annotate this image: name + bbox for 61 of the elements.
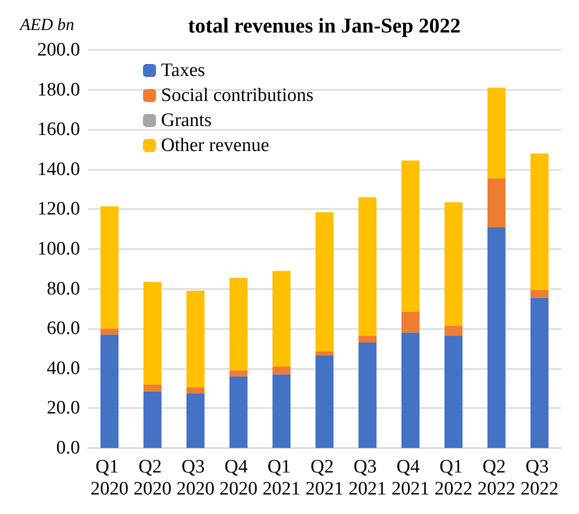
y-tick-label: 200.0 [37, 40, 80, 60]
bar [186, 393, 205, 448]
bar [229, 376, 248, 448]
bar [358, 336, 377, 343]
bar [530, 298, 549, 448]
bar [143, 282, 162, 384]
y-tick-label: 140.0 [37, 158, 80, 180]
bar [272, 374, 291, 448]
y-tick-label: 40.0 [46, 358, 80, 379]
bar [100, 206, 119, 329]
bar [229, 278, 248, 370]
y-tick-label: 100.0 [37, 238, 80, 260]
y-tick-label: 120.0 [37, 198, 80, 220]
x-tick-label: Q4 2020 [220, 456, 258, 500]
x-tick-label: Q1 2020 [90, 456, 128, 500]
bar [530, 290, 549, 298]
x-tick-label: Q2 2020 [134, 456, 172, 500]
y-tick-label: 80.0 [46, 278, 80, 300]
x-tick-label: Q2 2021 [306, 456, 344, 500]
bar [100, 328, 119, 335]
bar [358, 342, 377, 448]
bar [487, 88, 506, 178]
y-tick-label: 20.0 [46, 398, 80, 419]
x-tick-label: Q2 2022 [478, 456, 516, 500]
x-tick-label: Q1 2022 [434, 456, 472, 500]
legend-label: Grants [161, 110, 212, 131]
x-tick-label: Q3 2020 [176, 456, 214, 500]
bar [444, 202, 463, 326]
bar [229, 370, 248, 376]
bar [272, 270, 291, 366]
y-tick-label: 180.0 [37, 79, 80, 100]
y-tick-label: 60.0 [46, 318, 80, 340]
x-tick-label: Q3 2022 [520, 456, 558, 500]
bar [401, 312, 420, 333]
y-axis-title: AED bn [19, 15, 74, 34]
bar [487, 227, 506, 448]
bar [315, 212, 334, 352]
y-tick-label: 160.0 [37, 119, 80, 140]
bar [143, 391, 162, 448]
bar [444, 336, 463, 448]
bar [100, 334, 119, 448]
bar [444, 326, 463, 336]
bar [186, 387, 205, 394]
bar [401, 332, 420, 448]
y-tick-label: 0.0 [56, 438, 80, 458]
legend-label: Other revenue [161, 135, 270, 156]
x-tick-label: Q4 2021 [392, 456, 430, 500]
x-tick-label: Q1 2021 [262, 456, 300, 500]
chart-title: total revenues in Jan-Sep 2022 [188, 14, 461, 38]
bar [186, 290, 205, 388]
bar [143, 384, 162, 392]
x-tick-label: Q3 2021 [348, 456, 386, 500]
bar [530, 153, 549, 290]
bar [358, 197, 377, 336]
legend-label: Taxes [161, 60, 206, 81]
bar [401, 160, 420, 312]
bar [315, 355, 334, 448]
bar [272, 366, 291, 374]
bar [315, 351, 334, 356]
legend-label: Social contributions [161, 85, 314, 106]
bar [487, 178, 506, 228]
